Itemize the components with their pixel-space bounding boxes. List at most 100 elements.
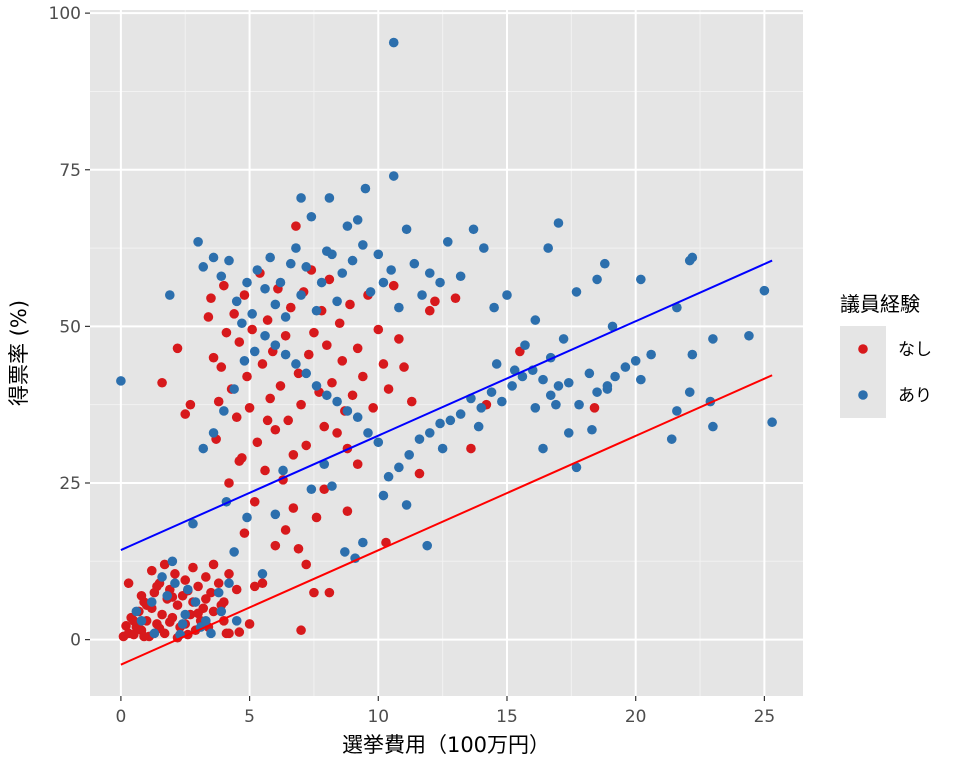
data-point-nashi (589, 403, 600, 413)
data-point-ari (213, 587, 224, 598)
data-point-ari (157, 572, 167, 582)
data-point-nashi (193, 608, 203, 619)
data-point-ari (545, 390, 556, 401)
data-point-ari (170, 578, 180, 589)
data-point-ari (247, 309, 257, 319)
data-point-nashi (280, 330, 291, 341)
data-point-nashi (327, 377, 337, 388)
data-point-ari (497, 396, 507, 407)
data-point-nashi (466, 443, 476, 454)
data-point-ari (219, 406, 229, 416)
y-tick-label: 25 (59, 474, 81, 494)
data-point-ari (744, 330, 754, 341)
data-point-ari (278, 465, 288, 476)
data-point-nashi (128, 616, 139, 626)
data-point-ari (592, 274, 602, 285)
data-point-nashi (257, 359, 268, 369)
data-point-ari (358, 240, 368, 250)
data-point-ari (188, 518, 198, 529)
data-point-ari (401, 224, 412, 235)
data-point-nashi (193, 581, 203, 592)
y-tick-label: 100 (49, 4, 81, 24)
data-point-ari (602, 381, 613, 391)
legend-label-ari: あり (898, 386, 932, 406)
data-point-ari (646, 349, 656, 360)
data-point-nashi (213, 578, 224, 589)
data-point-ari (520, 340, 530, 350)
data-point-ari (242, 277, 252, 288)
data-point-ari (229, 547, 239, 557)
trend-line-ari (120, 259, 773, 551)
data-point-nashi (180, 409, 191, 419)
data-point-nashi (414, 468, 425, 479)
data-point-nashi (293, 368, 304, 379)
data-point-nashi (221, 327, 232, 338)
data-point-ari (708, 421, 718, 432)
data-point-nashi (430, 296, 440, 307)
data-point-ari (342, 406, 353, 416)
x-tick-label: 10 (367, 707, 389, 727)
grid-lines (90, 10, 803, 696)
data-point-ari (322, 390, 332, 401)
data-point-ari (479, 243, 489, 253)
data-point-ari (116, 376, 126, 386)
data-point-ari (242, 512, 252, 523)
data-point-ari (404, 450, 414, 460)
legend-label-nashi: なし (898, 340, 932, 360)
data-point-ari (162, 590, 173, 601)
data-point-nashi (288, 450, 299, 460)
data-point-ari (473, 421, 484, 432)
data-point-nashi (249, 581, 260, 592)
data-point-nashi (262, 315, 273, 325)
data-point-nashi (172, 343, 183, 354)
data-point-nashi (260, 465, 270, 476)
data-point-ari (231, 296, 242, 307)
data-point-nashi (352, 343, 363, 354)
data-point-ari (136, 616, 147, 626)
data-point-ari (373, 437, 384, 448)
data-point-nashi (128, 629, 139, 640)
data-point-nashi (170, 569, 180, 579)
data-point-ari (383, 471, 394, 482)
data-point-ari (445, 415, 456, 426)
data-point-ari (237, 318, 247, 329)
data-point-nashi (296, 399, 306, 410)
data-point-ari (363, 428, 373, 438)
data-point-ari (358, 537, 368, 548)
x-tick-label: 15 (496, 707, 518, 727)
data-point-ari (327, 249, 337, 260)
trend-lines (120, 259, 773, 666)
legend-title: 議員経験 (840, 292, 920, 316)
data-point-ari (296, 290, 306, 300)
data-point-ari (422, 540, 432, 551)
data-point-nashi (139, 631, 149, 642)
data-point-nashi (311, 512, 322, 523)
data-point-nashi (275, 381, 286, 391)
data-point-nashi (221, 628, 232, 639)
data-point-ari (538, 443, 548, 454)
data-point-ari (455, 271, 466, 282)
data-point-ari (146, 597, 157, 607)
data-point-nashi (123, 578, 134, 589)
data-point-ari (216, 606, 227, 617)
data-point-ari (285, 258, 296, 269)
data-point-nashi (213, 396, 224, 407)
legend: 議員経験 なし あり (840, 292, 932, 418)
data-point-nashi (424, 305, 435, 316)
data-point-nashi (319, 484, 330, 495)
data-point-ari (584, 368, 595, 379)
data-point-ari (767, 417, 777, 428)
data-point-ari (231, 616, 242, 626)
data-point-ari (340, 547, 350, 557)
data-point-ari (164, 290, 175, 300)
x-tick-label: 25 (754, 707, 776, 727)
data-point-ari (378, 490, 389, 501)
data-point-ari (342, 221, 353, 231)
x-tick-label: 20 (625, 707, 647, 727)
data-point-ari (424, 428, 435, 438)
data-point-nashi (319, 421, 330, 432)
data-point-ari (687, 349, 698, 360)
data-point-ari (530, 403, 541, 413)
data-point-nashi (242, 371, 252, 382)
y-axis-ticks: 0 25 50 75 100 (49, 4, 90, 651)
